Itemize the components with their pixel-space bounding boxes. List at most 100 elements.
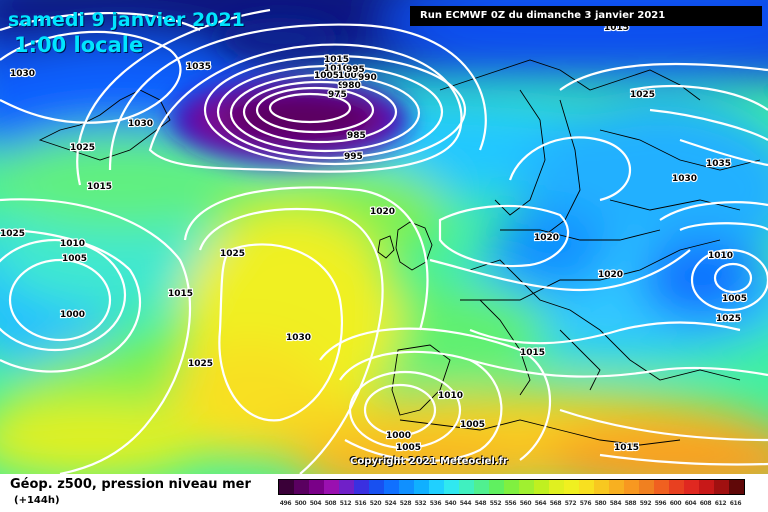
isobar-label: 1030 [128, 119, 153, 129]
scale-label: 528 [399, 500, 412, 507]
legend-title: Géop. z500, pression niveau mer [10, 477, 251, 492]
scale-swatch [309, 480, 324, 494]
scale-label: 580 [594, 500, 607, 507]
scale-swatch [474, 480, 489, 494]
scale-swatch [564, 480, 579, 494]
scale-swatch [714, 480, 729, 494]
scale-label: 532 [414, 500, 427, 507]
scale-label: 608 [699, 500, 712, 507]
scale-swatch [504, 480, 519, 494]
isobar-label: 1005 [722, 294, 747, 304]
isobar-label: 1025 [630, 90, 655, 100]
scale-label: 536 [429, 500, 442, 507]
scale-swatch [294, 480, 309, 494]
scale-label: 572 [564, 500, 577, 507]
scale-label: 616 [729, 500, 742, 507]
scale-label: 508 [324, 500, 337, 507]
scale-swatch [354, 480, 369, 494]
scale-swatch [639, 480, 654, 494]
isobar-label: 1015 [520, 348, 545, 358]
scale-label: 576 [579, 500, 592, 507]
isobar-label: 1025 [0, 229, 25, 239]
scale-label: 512 [339, 500, 352, 507]
scale-label: 540 [444, 500, 457, 507]
scale-swatch [369, 480, 384, 494]
isobar-label: 1015 [168, 289, 193, 299]
run-info: Run ECMWF 0Z du dimanche 3 janvier 2021 [410, 6, 762, 26]
scale-label: 584 [609, 500, 622, 507]
isobar-label: 1010 [708, 251, 733, 261]
scale-swatch [579, 480, 594, 494]
isobar-label: 995 [346, 65, 365, 75]
scale-swatch [519, 480, 534, 494]
scale-label: 516 [354, 500, 367, 507]
scale-swatch [324, 480, 339, 494]
scale-swatch [669, 480, 684, 494]
scale-swatch [414, 480, 429, 494]
scale-swatch [444, 480, 459, 494]
scale-label: 568 [549, 500, 562, 507]
scale-swatch [279, 480, 294, 494]
isobar-label: 990 [358, 73, 377, 83]
copyright: Copyright 2021 Meteociel.fr [350, 456, 508, 467]
isobar-label: 1020 [534, 233, 559, 243]
isobar-label: 1000 [338, 71, 363, 81]
scale-swatch [339, 480, 354, 494]
scale-label: 612 [714, 500, 727, 507]
scale-label: 592 [639, 500, 652, 507]
isobar-label: 1010 [60, 239, 85, 249]
isobar-label: 1005 [460, 420, 485, 430]
isobar-label: 1005 [62, 254, 87, 264]
scale-swatch [489, 480, 504, 494]
scale-label: 556 [504, 500, 517, 507]
isobar-label: 1015 [324, 55, 349, 65]
isobar-label: 1025 [188, 359, 213, 369]
isobar-label: 1010 [438, 391, 463, 401]
isobar-label: 1025 [70, 143, 95, 153]
scale-swatch [549, 480, 564, 494]
scale-label: 600 [669, 500, 682, 507]
isobar-label: 1035 [706, 159, 731, 169]
weather-map: 1035 1030 1030 1025 1015 1015 1010 1005 … [0, 0, 768, 474]
scale-swatch [399, 480, 414, 494]
scale-swatch [684, 480, 699, 494]
scale-label: 596 [654, 500, 667, 507]
isobar-label: 985 [347, 131, 366, 141]
scale-swatch [699, 480, 714, 494]
color-scale-labels: 496 500 504 508 512 516 520 524 528 532 536 540 544 5… [278, 500, 743, 507]
scale-label: 524 [384, 500, 397, 507]
scale-label: 520 [369, 500, 382, 507]
forecast-time: 1:00 locale [14, 33, 144, 57]
scale-label: 548 [474, 500, 487, 507]
isobar-label: 1015 [614, 443, 639, 453]
scale-swatch [654, 480, 669, 494]
scale-swatch [384, 480, 399, 494]
isobar-labels: 1035 1030 1030 1025 1015 1015 1010 1005 … [0, 22, 748, 454]
isobar-label: 1000 [386, 431, 411, 441]
isobar-label: 1005 [314, 71, 339, 81]
scale-swatch [624, 480, 639, 494]
scale-label: 588 [624, 500, 637, 507]
isobars [0, 8, 768, 474]
isobar-label: 1015 [87, 182, 112, 192]
scale-label: 544 [459, 500, 472, 507]
scale-swatch [594, 480, 609, 494]
isobar-label: 985 [338, 81, 357, 91]
legend: Géop. z500, pression niveau mer (+144h) … [0, 474, 768, 512]
isobar-label: 995 [344, 152, 363, 162]
forecast-date: samedi 9 janvier 2021 [8, 9, 245, 31]
color-scale [278, 479, 745, 495]
scale-label: 564 [534, 500, 547, 507]
isobar-label: 1025 [716, 314, 741, 324]
scale-label: 504 [309, 500, 322, 507]
scale-label: 604 [684, 500, 697, 507]
legend-subtitle: (+144h) [14, 495, 60, 506]
scale-swatch [429, 480, 444, 494]
isobar-label: 1010 [324, 64, 349, 74]
isobar-label: 1035 [186, 62, 211, 72]
isobar-label: 1030 [672, 174, 697, 184]
scale-label: 496 [279, 500, 292, 507]
isobar-label: 1020 [370, 207, 395, 217]
isobar-label: 1005 [396, 443, 421, 453]
scale-label: 552 [489, 500, 502, 507]
